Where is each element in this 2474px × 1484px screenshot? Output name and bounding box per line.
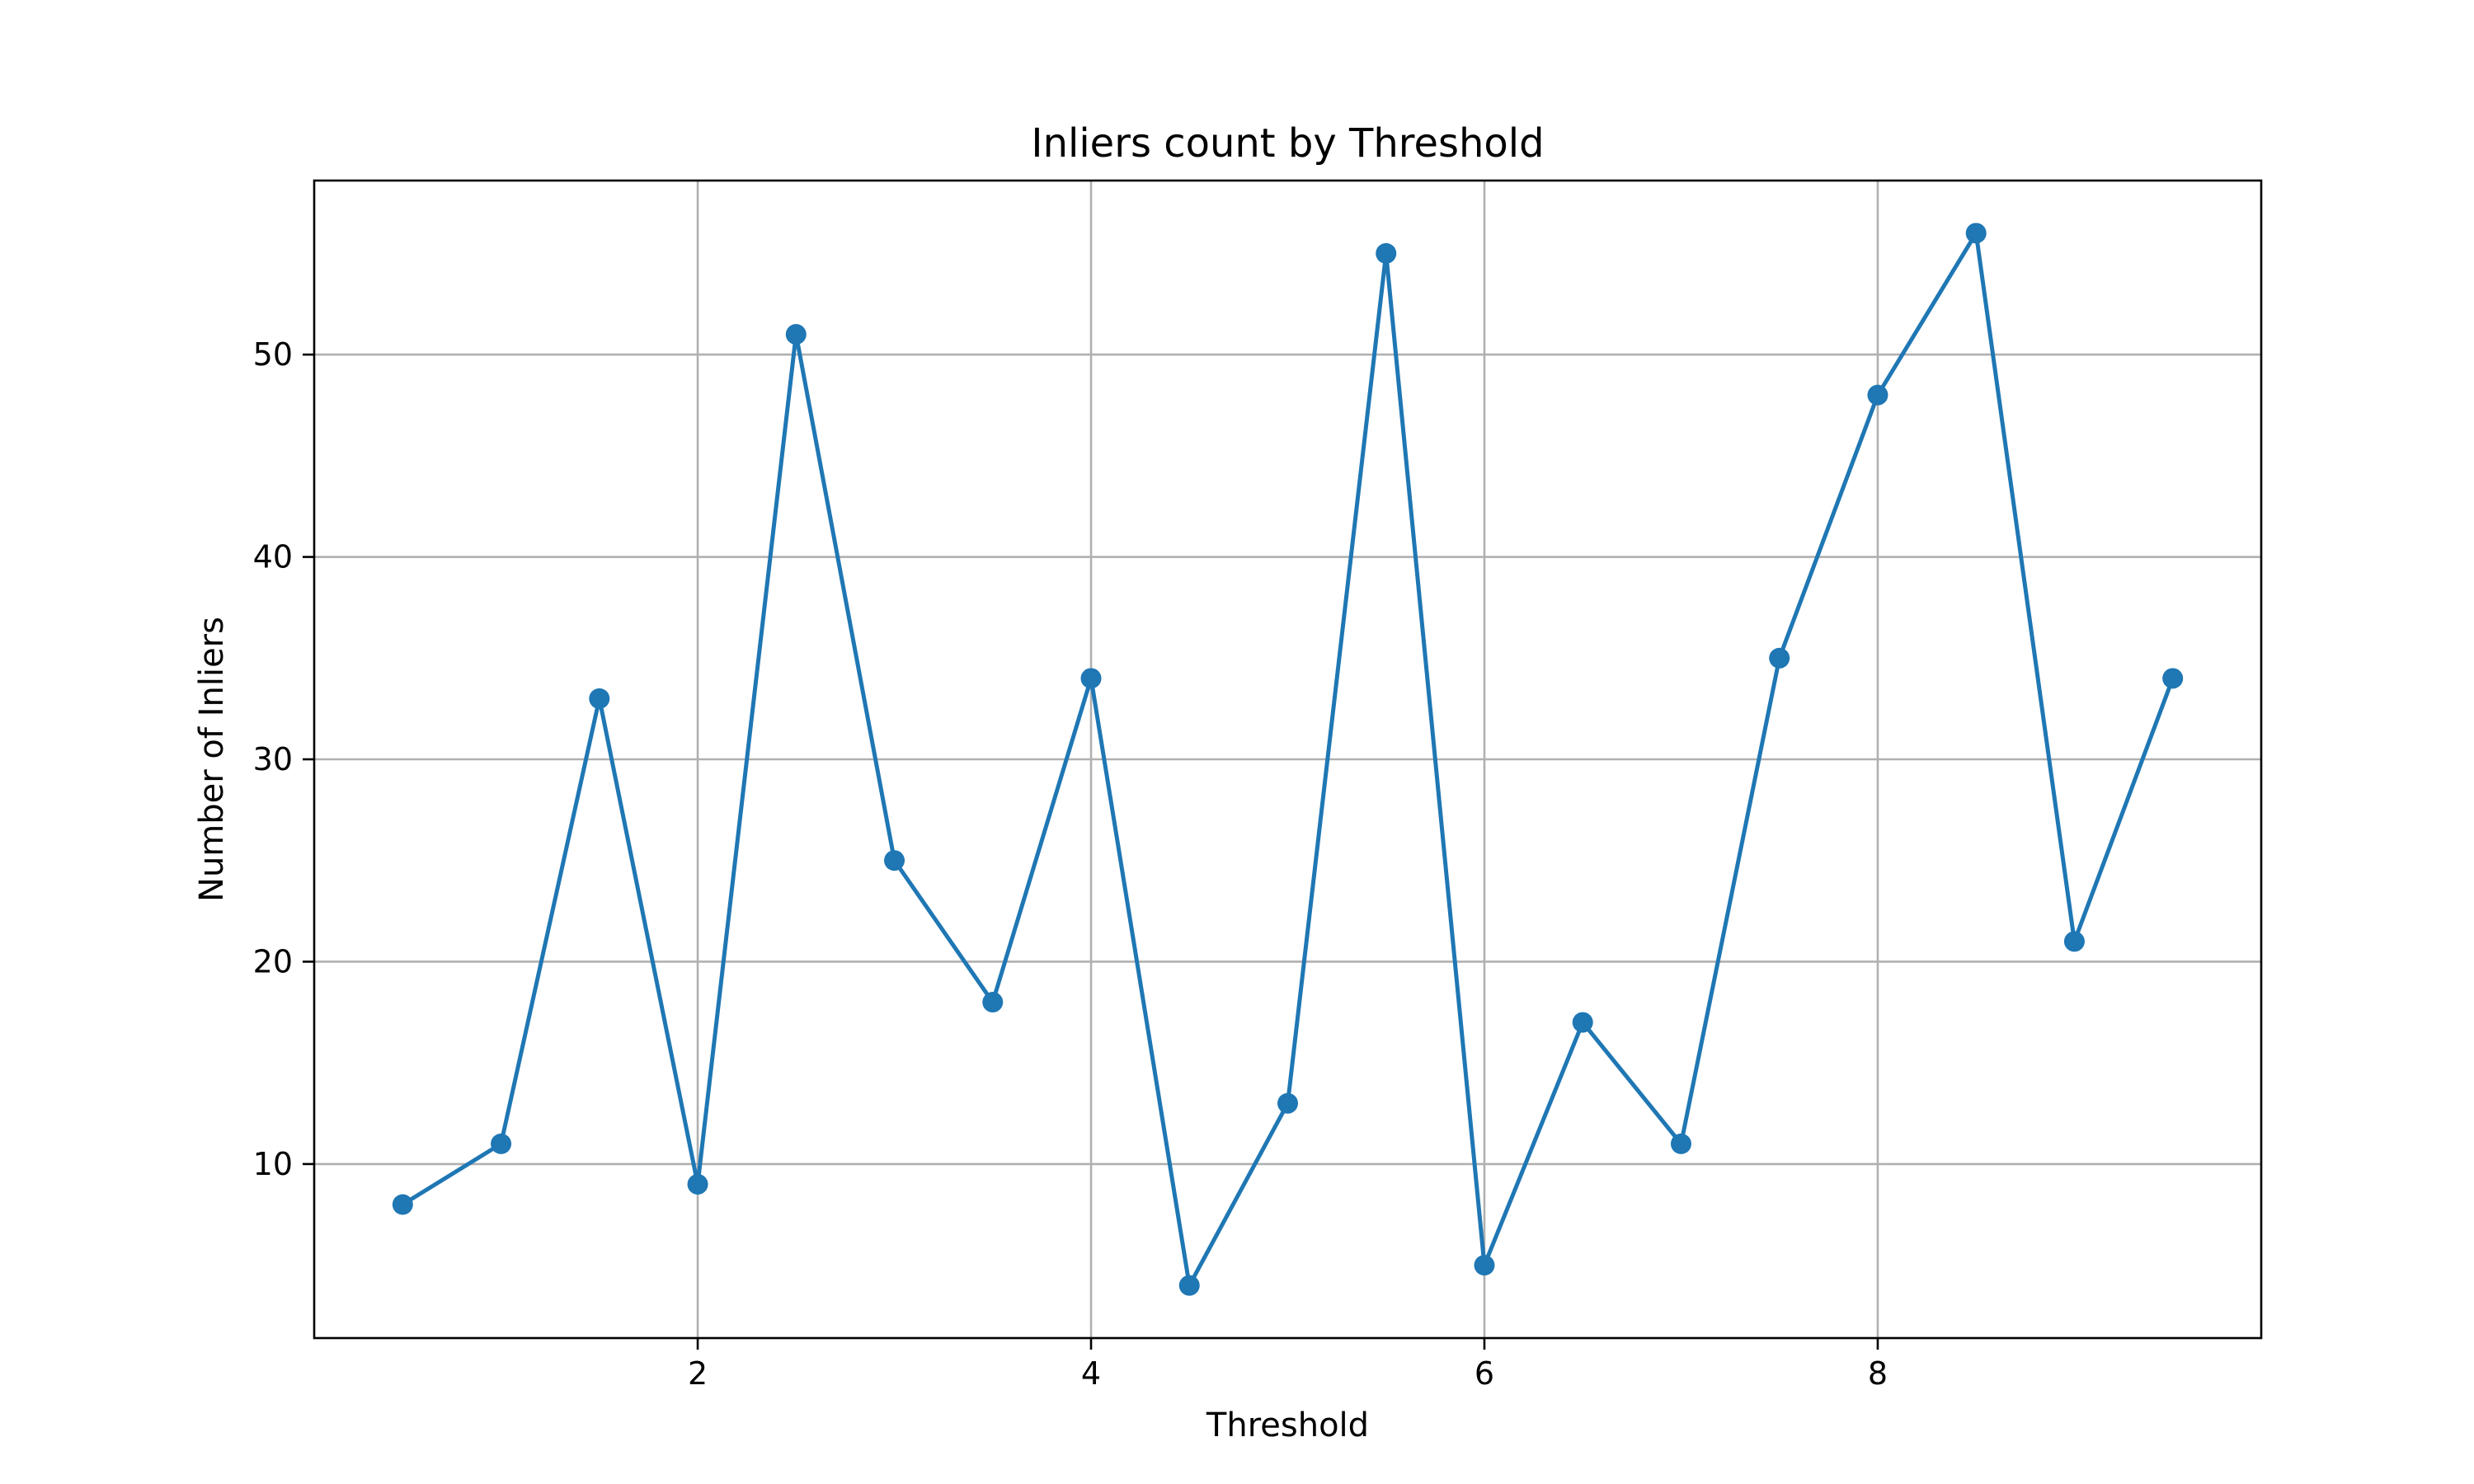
data-point [2162,668,2184,689]
data-point [1965,223,1987,244]
x-tick-label: 8 [1868,1355,1888,1392]
data-point [1178,1275,1200,1296]
chart-title: Inliers count by Threshold [1031,120,1544,167]
data-point [1080,668,1102,689]
data-point [491,1133,512,1154]
data-point [1867,384,1888,406]
x-tick-label: 4 [1081,1355,1101,1392]
ticks: 2 4 6 8 10 20 30 40 50 [253,336,1888,1392]
y-tick-label: 20 [253,943,293,979]
x-tick-label: 6 [1475,1355,1494,1392]
data-point [687,1173,708,1195]
data-point [1769,647,1790,669]
y-tick-label: 40 [253,539,293,575]
x-tick-label: 2 [688,1355,708,1392]
data-point [982,992,1004,1013]
x-axis-label: Threshold [1206,1407,1369,1444]
data-point [785,324,807,345]
data-point [1376,242,1397,264]
series-layer [392,223,2184,1296]
data-point [589,688,610,709]
data-point [1572,1012,1593,1033]
y-tick-label: 10 [253,1146,293,1182]
y-tick-label: 30 [253,741,293,777]
grid [314,181,2261,1338]
data-point [1670,1133,1691,1154]
y-axis-label: Number of Inliers [193,617,231,902]
data-point [2063,931,2085,952]
y-tick-label: 50 [253,336,293,373]
data-point [884,850,905,871]
data-point [1474,1255,1495,1276]
data-point [1277,1092,1298,1114]
data-point [392,1194,413,1215]
